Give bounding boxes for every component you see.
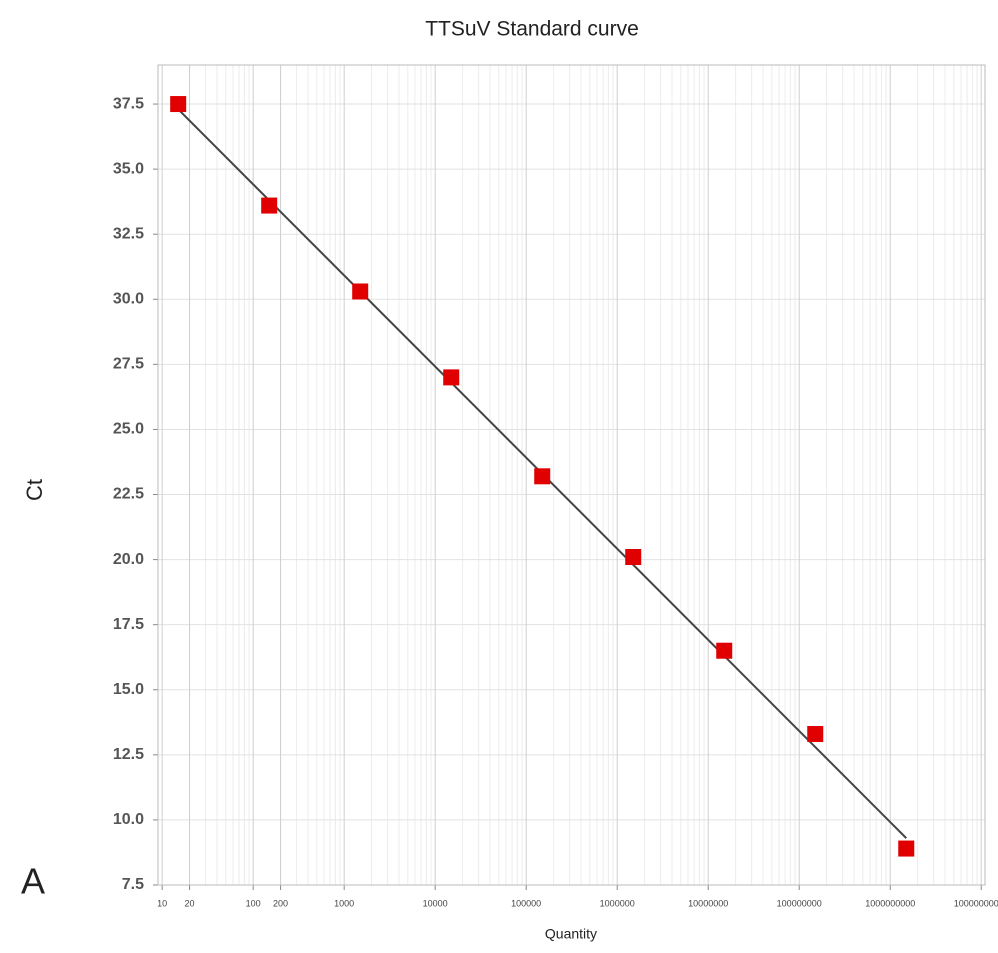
y-tick-label: 30.0 [113,291,144,308]
x-tick-label: 1000000000 [865,898,915,908]
y-axis-label: Ct [22,479,47,501]
y-tick-label: 20.0 [113,551,144,568]
y-tick-label: 15.0 [113,681,144,698]
data-point [716,642,733,659]
y-tick-label: 10.0 [113,811,144,828]
data-point [170,96,187,113]
plot-frame [157,64,986,886]
x-tick-label: 100 [246,898,261,908]
y-tick-label: 27.5 [113,356,144,373]
x-tick-label: 10000000 [688,898,728,908]
data-point [261,197,278,214]
y-tick-label: 7.5 [122,876,144,893]
x-tick-label: 20 [185,898,195,908]
y-tick-label: 37.5 [113,95,144,112]
panel-label: A [21,861,45,902]
x-tick-label: 10 [157,898,167,908]
x-tick-label: 100000 [511,898,541,908]
x-axis-label: Quantity [545,926,597,942]
x-tick-label: 10000 [423,898,448,908]
x-tick-label: 10000000000 [954,898,998,908]
data-point [352,283,369,300]
data-point [443,369,460,386]
y-tick-label: 32.5 [113,225,144,242]
y-tick-label: 22.5 [113,486,144,503]
y-tick-label: 17.5 [113,616,144,633]
y-tick-label: 35.0 [113,160,144,177]
x-tick-label: 200 [273,898,288,908]
x-tick-label: 100000000 [777,898,822,908]
y-tick-label: 25.0 [113,421,144,438]
chart-title: TTSuV Standard curve [425,18,639,41]
data-point [807,726,824,743]
data-point [898,840,915,857]
x-tick-label: 1000000 [600,898,635,908]
x-tick-label: 1000 [334,898,354,908]
data-point [625,549,642,565]
y-tick-label: 12.5 [113,746,144,763]
data-point [534,468,551,485]
